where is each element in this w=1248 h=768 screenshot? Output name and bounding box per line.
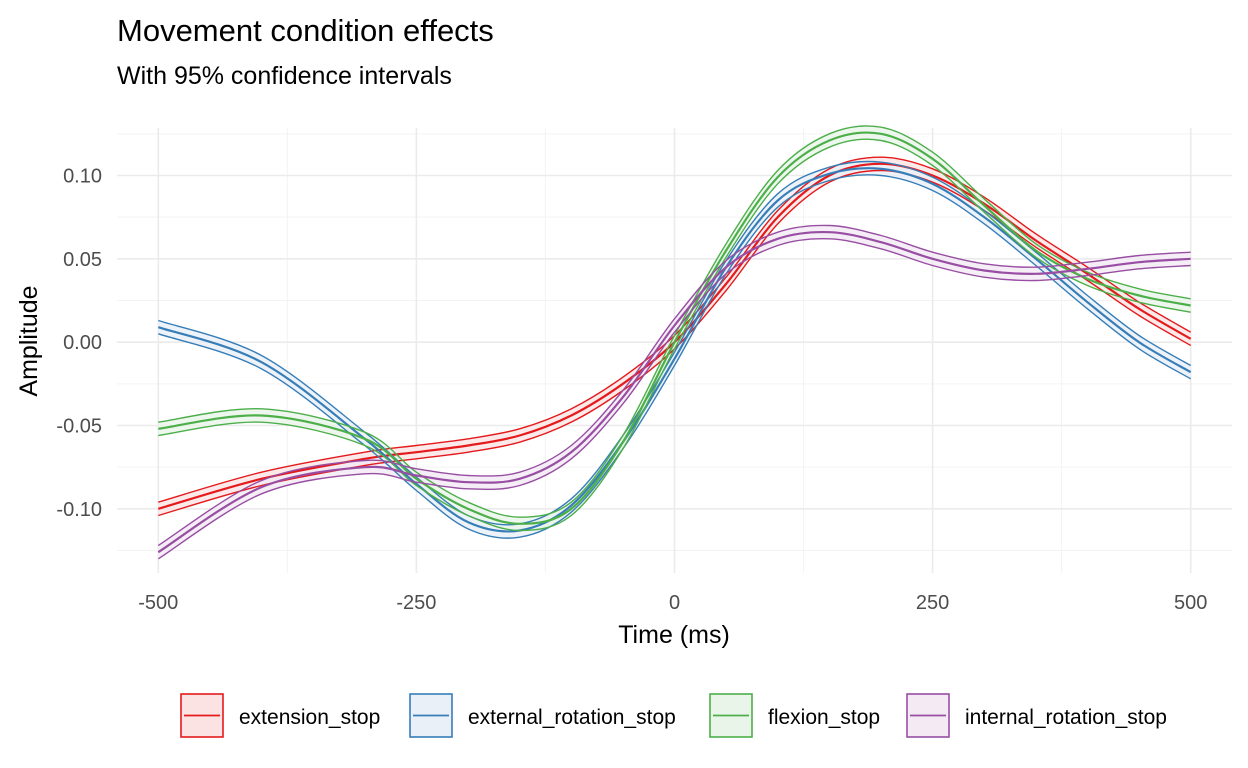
- gridlines: [117, 128, 1232, 573]
- ci-lower-external_rotation_stop: [158, 174, 1192, 539]
- y-tick-label: 0.00: [63, 332, 102, 354]
- y-tick-label: -0.05: [56, 416, 102, 438]
- legend-label-internal_rotation_stop: internal_rotation_stop: [965, 706, 1167, 729]
- x-tick-label: 250: [916, 592, 949, 614]
- legend: extension_stop external_rotation_stop flex…: [180, 693, 1167, 738]
- series-line-extension_stop: [157, 162, 1192, 510]
- series-line-internal_rotation_stop: [157, 230, 1191, 554]
- ci-upper-external_rotation_stop: [158, 160, 1192, 526]
- legend-label-flexion_stop: flexion_stop: [768, 706, 880, 729]
- y-tick-label: -0.10: [56, 499, 102, 521]
- x-tick-label: -250: [396, 592, 436, 614]
- ci-upper-flexion_stop: [158, 125, 1191, 518]
- ci-upper-internal_rotation_stop: [157, 224, 1191, 547]
- series-line-flexion_stop: [158, 131, 1191, 525]
- x-tick-label: 500: [1174, 592, 1207, 614]
- legend-item-internal_rotation_stop: internal_rotation_stop: [906, 693, 1167, 738]
- y-axis-ticks: -0.10 -0.05 0.00 0.05 0.10: [56, 166, 102, 521]
- legend-item-extension_stop: extension_stop: [180, 693, 380, 738]
- x-axis-title: Time (ms): [618, 621, 730, 649]
- y-tick-label: 0.10: [63, 166, 102, 188]
- chart-title: Movement condition effects: [117, 13, 494, 48]
- chart-subtitle: With 95% confidence intervals: [117, 62, 452, 90]
- x-axis-ticks: -500 -250 0 250 500: [138, 592, 1207, 614]
- ci-lower-internal_rotation_stop: [157, 238, 1191, 560]
- series-line-external_rotation_stop: [157, 167, 1192, 533]
- legend-item-flexion_stop: flexion_stop: [709, 693, 880, 738]
- legend-label-extension_stop: extension_stop: [239, 706, 380, 729]
- ci-lower-flexion_stop: [158, 138, 1191, 532]
- legend-label-external_rotation_stop: external_rotation_stop: [468, 706, 676, 729]
- x-tick-label: 0: [669, 592, 680, 614]
- series-lines: [157, 125, 1192, 560]
- x-tick-label: -500: [138, 592, 178, 614]
- legend-item-external_rotation_stop: external_rotation_stop: [409, 693, 676, 738]
- y-tick-label: 0.05: [63, 249, 102, 271]
- y-axis-title: Amplitude: [15, 285, 43, 396]
